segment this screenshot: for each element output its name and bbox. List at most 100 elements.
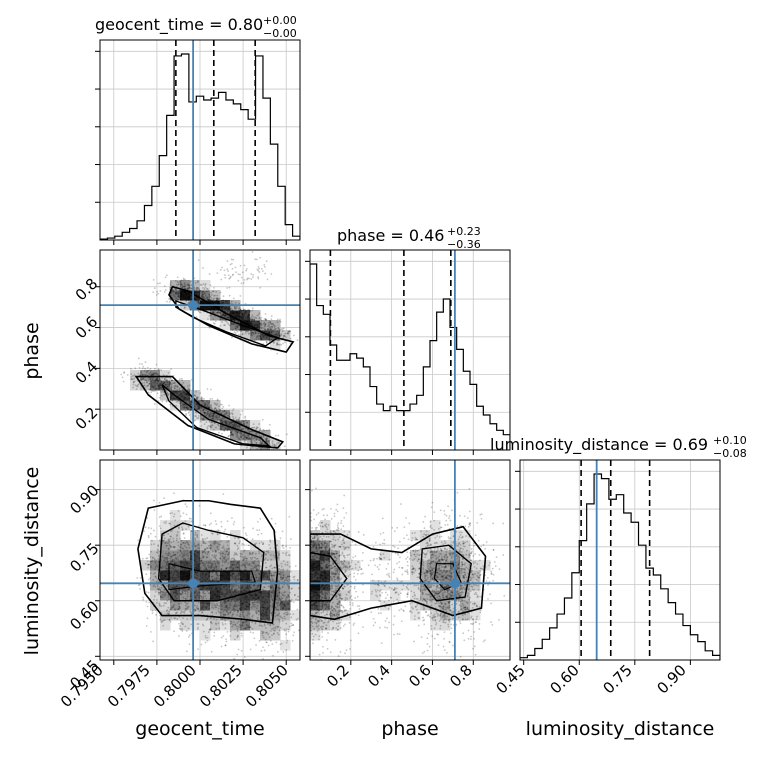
sample-point: [158, 379, 161, 382]
sample-point: [258, 576, 261, 579]
sample-point: [228, 566, 231, 569]
sample-point: [222, 546, 225, 549]
sample-point: [183, 392, 186, 394]
sample-point: [214, 562, 217, 565]
sample-point: [226, 544, 229, 547]
sample-point: [248, 603, 251, 605]
sample-point: [262, 428, 265, 431]
sample-point: [277, 599, 280, 602]
sample-point: [237, 418, 240, 421]
sample-point: [235, 311, 237, 313]
sample-point: [199, 560, 202, 562]
sample-point: [276, 614, 278, 617]
sample-point: [172, 551, 175, 554]
sample-point: [221, 559, 224, 562]
sample-point: [269, 339, 271, 342]
sample-point: [202, 409, 205, 412]
sample-point: [286, 569, 289, 571]
sample-point: [227, 599, 230, 602]
sample-point: [240, 435, 243, 438]
sample-point: [243, 656, 246, 658]
sample-point: [211, 579, 214, 582]
sample-point: [194, 608, 197, 611]
sample-point: [220, 592, 223, 595]
sample-point: [250, 569, 253, 571]
sample-point: [178, 573, 181, 576]
sample-point: [185, 293, 187, 296]
sample-point: [255, 598, 257, 601]
sample-point: [188, 399, 191, 402]
sample-point: [179, 404, 182, 407]
sample-point: [187, 287, 189, 290]
density-cell: [190, 390, 201, 401]
sample-point: [199, 420, 202, 423]
sample-point: [225, 568, 228, 570]
sample-point: [214, 542, 217, 545]
sample-point: [227, 547, 230, 550]
sample-point: [159, 527, 162, 530]
sample-point: [278, 604, 281, 607]
sample-point: [161, 388, 163, 391]
sample-point: [153, 367, 156, 370]
sample-point: [186, 552, 189, 555]
sample-point: [180, 564, 182, 566]
sample-point: [168, 613, 170, 616]
sample-point: [205, 619, 208, 621]
sample-point: [168, 381, 171, 383]
sample-point: [229, 574, 232, 577]
sample-point: [159, 379, 162, 381]
sample-point: [229, 311, 232, 314]
sample-point: [245, 596, 248, 599]
sample-point: [260, 323, 263, 326]
density-cell: [250, 550, 261, 561]
sample-point: [233, 424, 236, 426]
sample-point: [237, 430, 240, 433]
sample-point: [245, 436, 248, 439]
sample-point: [223, 429, 225, 432]
sample-point: [160, 382, 162, 384]
sample-point: [165, 556, 168, 559]
sample-point: [132, 381, 135, 384]
sample-point: [156, 377, 159, 380]
sample-point: [202, 605, 204, 608]
sample-point: [268, 331, 271, 334]
sample-point: [217, 580, 220, 583]
sample-point: [195, 287, 198, 290]
sample-point: [268, 429, 271, 431]
sample-point: [179, 592, 182, 595]
sample-point: [158, 386, 161, 389]
sample-point: [198, 289, 201, 292]
panel-h2: [515, 459, 721, 665]
sample-point: [232, 258, 235, 261]
sample-point: [223, 586, 226, 588]
sample-point: [148, 373, 151, 376]
sample-point: [160, 386, 162, 389]
sample-point: [206, 602, 209, 605]
sample-point: [248, 308, 251, 311]
sample-point: [153, 529, 155, 532]
sample-point: [251, 553, 254, 556]
sample-point: [220, 307, 223, 310]
sample-point: [205, 290, 208, 293]
sample-point: [227, 579, 229, 582]
sample-point: [245, 620, 248, 623]
sample-point: [134, 384, 137, 387]
sample-point: [182, 617, 184, 620]
sample-point: [254, 594, 257, 596]
sample-point: [141, 363, 143, 366]
sample-point: [198, 546, 201, 549]
sample-point: [156, 373, 159, 375]
sample-point: [240, 327, 243, 329]
sample-point: [233, 557, 235, 560]
xlabel-luminosity-distance: luminosity_distance: [526, 718, 715, 740]
sample-point: [181, 556, 184, 558]
panel-frame: [309, 249, 511, 451]
density-cell: [260, 330, 271, 341]
sample-point: [174, 578, 177, 581]
sample-point: [236, 431, 239, 434]
sample-point: [288, 330, 291, 333]
density-cell: [260, 600, 271, 611]
sample-point: [130, 367, 132, 370]
sample-point: [251, 318, 254, 321]
sample-point: [174, 593, 177, 596]
